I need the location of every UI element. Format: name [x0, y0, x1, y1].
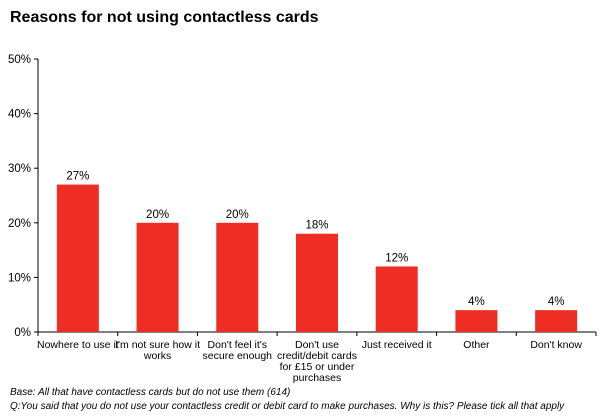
x-category-label: Just received it	[362, 339, 432, 351]
y-tick-label: 40%	[8, 109, 31, 121]
question-footnote: Q:You said that you do not use your cont…	[10, 401, 565, 412]
x-category-label: Other	[463, 339, 490, 351]
x-category-label: Don't know	[530, 339, 582, 351]
chart-title: Reasons for not using contactless cards	[10, 9, 319, 26]
bar	[56, 184, 99, 332]
data-label: 20%	[226, 209, 249, 221]
x-category-label: I'm not sure how it	[115, 339, 200, 351]
y-tick-label: 0%	[14, 327, 31, 339]
bar	[216, 222, 259, 332]
data-label: 27%	[66, 171, 89, 183]
data-label: 18%	[305, 220, 328, 232]
bar-chart: 0% 10% 20% 30% 40% 50% 27% Nowhere to use it 20%…	[8, 54, 597, 384]
x-category-label: Don't feel it's	[208, 339, 267, 351]
y-tick-label: 50%	[8, 54, 31, 66]
y-tick-label: 20%	[8, 218, 31, 230]
bar	[455, 310, 498, 332]
data-label: 4%	[548, 296, 565, 308]
y-tick-label: 30%	[8, 163, 31, 175]
x-category-label: Don't use	[295, 339, 339, 351]
data-label: 4%	[468, 296, 485, 308]
x-category-label: credit/debit cards	[277, 350, 357, 362]
bar	[136, 222, 179, 332]
bar	[375, 266, 418, 332]
data-label: 20%	[146, 209, 169, 221]
x-category-label: works	[143, 350, 171, 362]
bar	[296, 233, 338, 332]
x-category-label: Nowhere to use it	[37, 339, 119, 351]
y-tick-label: 10%	[8, 272, 31, 284]
base-footnote: Base: All that have contactless cards bu…	[10, 387, 291, 398]
x-category-label: secure enough	[203, 350, 273, 362]
bar	[535, 310, 578, 332]
x-category-label: purchases	[293, 372, 341, 384]
data-label: 12%	[385, 252, 408, 264]
x-category-label: for £15 or under	[280, 361, 355, 373]
